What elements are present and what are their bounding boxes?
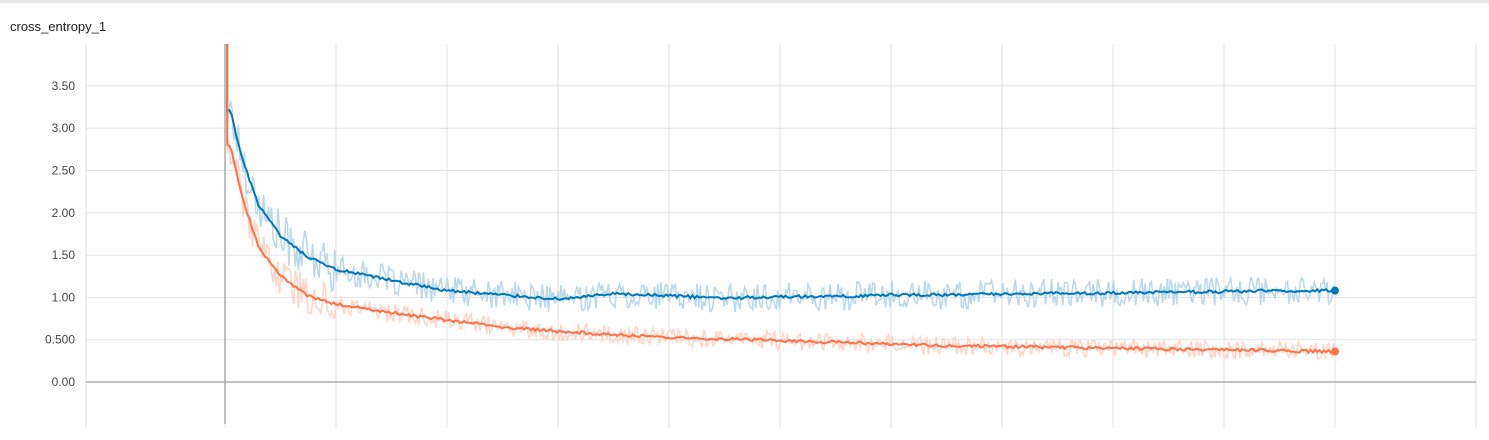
y-tick-label: 1.00 bbox=[52, 290, 76, 304]
series-2-raw-line bbox=[226, 44, 1336, 362]
chart-title: cross_entropy_1 bbox=[10, 19, 107, 34]
series-1-raw-line bbox=[226, 44, 1336, 313]
series-2-smoothed-line bbox=[226, 44, 1336, 355]
y-tick-label: 2.50 bbox=[52, 164, 76, 178]
series-2-end-point bbox=[1331, 347, 1339, 356]
grid-layer bbox=[85, 44, 1477, 428]
series-1-end-point bbox=[1331, 286, 1339, 295]
y-tick-label: 0.500 bbox=[45, 333, 75, 347]
y-tick-label: 0.00 bbox=[52, 375, 76, 389]
axis-layer bbox=[86, 44, 1476, 424]
card-top-border bbox=[0, 0, 1489, 3]
y-tick-labels: 0.00 0.500 1.00 1.50 2.00 2.50 3.00 3.50 bbox=[45, 79, 75, 389]
y-tick-label: 2.00 bbox=[52, 206, 76, 220]
y-tick-label: 3.00 bbox=[52, 121, 76, 135]
y-tick-label: 1.50 bbox=[52, 248, 76, 262]
series-1-smoothed-line bbox=[226, 44, 1336, 301]
y-tick-label: 3.50 bbox=[52, 79, 76, 93]
series-layer bbox=[226, 44, 1339, 362]
